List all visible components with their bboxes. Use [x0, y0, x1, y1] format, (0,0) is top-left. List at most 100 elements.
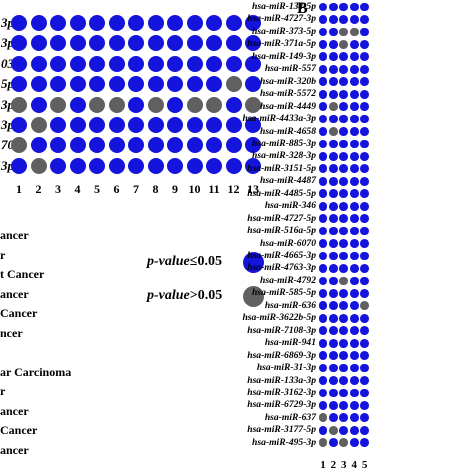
- significant-dot: [147, 35, 164, 52]
- significant-dot: [360, 189, 369, 199]
- significant-dot: [329, 2, 338, 12]
- mirna-label: hsa-miR-941: [264, 337, 316, 349]
- significant-dot: [329, 326, 338, 336]
- significant-dot: [349, 64, 359, 74]
- significant-dot: [147, 15, 164, 31]
- significant-dot: [128, 55, 144, 72]
- mirna-label: hsa-miR-637: [264, 411, 316, 423]
- significant-dot: [167, 137, 183, 154]
- mirna-label: hsa-miR-5572: [260, 88, 316, 100]
- significant-dot: [11, 55, 27, 72]
- significant-dot: [225, 117, 242, 133]
- nonsignificant-dot: [339, 27, 349, 37]
- mirna-label: hsa-miR-4433a-3p: [242, 113, 316, 125]
- significant-dot: [318, 388, 328, 398]
- significant-dot: [318, 164, 328, 174]
- significant-dot: [360, 201, 369, 211]
- significant-dot: [360, 77, 369, 87]
- significant-dot: [329, 189, 338, 199]
- significant-dot: [128, 35, 144, 52]
- significant-dot: [339, 64, 349, 74]
- panel-a-row-label: 3p: [1, 96, 14, 112]
- panel-a-row-label: 70: [1, 137, 14, 153]
- mirna-label: hsa-miR-6729-3p: [247, 399, 316, 411]
- significant-dot: [339, 77, 349, 87]
- mirna-label: hsa-miR-3622b-5p: [242, 312, 316, 324]
- significant-dot: [245, 55, 261, 72]
- significant-dot: [360, 388, 369, 398]
- cancer-type-item: ancer: [0, 442, 29, 457]
- significant-dot: [69, 15, 86, 31]
- significant-dot: [329, 301, 338, 311]
- significant-dot: [360, 376, 369, 385]
- significant-dot: [329, 239, 338, 248]
- significant-dot: [349, 226, 359, 236]
- significant-dot: [329, 251, 338, 261]
- significant-dot: [108, 35, 125, 52]
- significant-dot: [360, 338, 369, 348]
- significant-dot: [108, 15, 125, 31]
- panel-a-column-number: 1: [16, 182, 22, 196]
- cancer-type-item: ancer: [0, 286, 29, 301]
- significant-dot: [339, 226, 349, 236]
- cancer-type-item: r: [0, 384, 6, 398]
- significant-dot: [329, 401, 338, 410]
- significant-dot: [128, 76, 144, 93]
- significant-dot: [349, 425, 359, 435]
- significant-dot: [186, 117, 203, 133]
- nonsignificant-dot: [30, 157, 47, 174]
- significant-dot: [108, 157, 125, 174]
- significant-dot: [349, 401, 359, 410]
- significant-dot: [360, 276, 369, 286]
- mirna-label: hsa-miR-557: [264, 63, 316, 75]
- significant-dot: [349, 388, 359, 398]
- significant-dot: [30, 15, 47, 31]
- significant-dot: [69, 96, 86, 113]
- significant-dot: [245, 35, 261, 52]
- significant-dot: [318, 226, 328, 236]
- mirna-label: hsa-miR-133a-3p: [247, 374, 316, 386]
- significant-dot: [339, 52, 349, 62]
- significant-dot: [318, 64, 328, 74]
- significant-dot: [318, 363, 328, 373]
- significant-dot: [349, 114, 359, 124]
- significant-dot: [147, 157, 164, 174]
- nonsignificant-dot: [339, 276, 349, 286]
- significant-dot: [11, 76, 27, 93]
- significant-dot: [69, 76, 86, 93]
- significant-dot: [318, 27, 328, 37]
- significant-dot: [329, 338, 338, 348]
- significant-dot: [360, 425, 369, 435]
- panel-a-column-number: 11: [208, 182, 220, 196]
- significant-dot: [339, 127, 349, 136]
- significant-dot: [360, 2, 369, 12]
- significant-dot: [329, 376, 338, 385]
- significant-dot: [360, 413, 369, 423]
- significant-dot: [186, 55, 203, 72]
- significant-dot: [349, 89, 359, 99]
- significant-dot: [329, 164, 338, 174]
- mirna-label: hsa-miR-328-3p: [252, 150, 316, 162]
- panel-b-column-number: 5: [361, 459, 368, 471]
- significant-dot: [360, 114, 369, 124]
- significant-dot: [360, 102, 369, 111]
- significant-dot: [329, 438, 338, 448]
- panel-a-column-number: 4: [74, 182, 81, 196]
- significant-dot: [318, 239, 328, 248]
- significant-dot: [329, 214, 338, 224]
- nonsignificant-dot: [329, 127, 338, 136]
- mirna-label: hsa-miR-371a-5p: [247, 38, 316, 50]
- mirna-label: hsa-miR-636: [264, 299, 316, 311]
- significant-dot: [360, 326, 369, 336]
- mirna-label: hsa-miR-3177-5p: [247, 424, 316, 436]
- nonsignificant-dot: [339, 438, 349, 448]
- significant-dot: [11, 117, 27, 133]
- cancer-type-item: ar Carcinoma: [0, 364, 72, 379]
- significant-dot: [329, 264, 338, 273]
- panel-a-row-label: 3p: [1, 117, 14, 132]
- panel-b-column-number: 1: [320, 459, 326, 471]
- significant-dot: [360, 176, 369, 186]
- significant-dot: [245, 137, 261, 154]
- significant-dot: [318, 127, 328, 136]
- significant-dot: [167, 157, 183, 174]
